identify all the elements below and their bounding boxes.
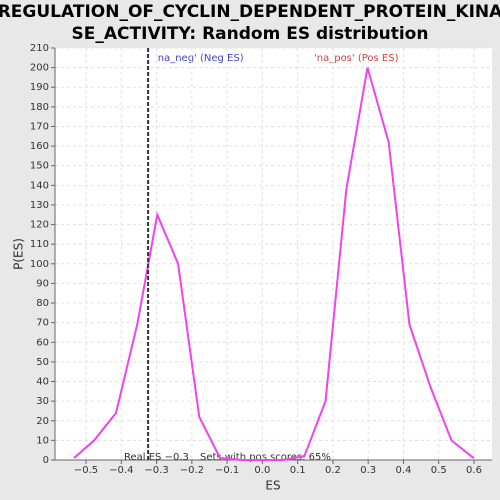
x-tick-label: 0.6: [466, 465, 482, 476]
y-tick-label: 150: [30, 161, 49, 172]
y-tick-label: 10: [36, 435, 49, 446]
x-axis-label: ES: [265, 479, 280, 493]
chart-title: SE_ACTIVITY: Random ES distribution: [72, 24, 429, 44]
x-tick-label: 0.2: [325, 465, 341, 476]
y-tick-label: 20: [36, 416, 49, 427]
x-tick-label: 0.5: [431, 465, 447, 476]
x-tick-label: −0.3: [144, 465, 168, 476]
y-tick-label: 30: [36, 396, 49, 407]
neg-label: 'na_neg' (Neg ES): [155, 53, 244, 64]
y-tick-label: 90: [36, 278, 49, 289]
pos-scores-label: Sets with pos scores: 65%: [200, 452, 331, 463]
plot-area: [55, 48, 492, 460]
y-tick-label: 80: [36, 298, 49, 309]
y-tick-label: 130: [30, 200, 49, 211]
x-tick-label: 0.3: [360, 465, 376, 476]
chart-title: REGULATION_OF_CYCLIN_DEPENDENT_PROTEIN_K…: [0, 2, 500, 22]
x-tick-label: 0.4: [396, 465, 412, 476]
y-tick-label: 50: [36, 357, 49, 368]
x-tick-label: 0.1: [290, 465, 306, 476]
y-tick-label: 120: [30, 220, 49, 231]
y-tick-label: 200: [30, 63, 49, 74]
y-tick-label: 110: [30, 239, 49, 250]
y-tick-label: 210: [30, 43, 49, 54]
y-tick-label: 190: [30, 82, 49, 93]
y-tick-label: 100: [30, 259, 49, 270]
y-tick-label: 160: [30, 141, 49, 152]
y-tick-label: 0: [43, 455, 49, 466]
y-tick-label: 180: [30, 102, 49, 113]
x-tick-label: −0.2: [180, 465, 204, 476]
line: [73, 67, 475, 461]
y-tick-label: 60: [36, 337, 49, 348]
x-tick-label: 0.0: [254, 465, 270, 476]
y-tick-label: 170: [30, 121, 49, 132]
x-tick-label: −0.4: [109, 465, 133, 476]
y-tick-label: 140: [30, 180, 49, 191]
real-es-label: Real ES −0.3: [124, 452, 189, 463]
y-tick-label: 70: [36, 318, 49, 329]
x-tick-label: −0.1: [215, 465, 239, 476]
x-tick-label: −0.5: [74, 465, 98, 476]
pos-label: 'na_pos' (Pos ES): [314, 53, 399, 64]
y-axis-label: P(ES): [12, 238, 26, 270]
y-tick-label: 40: [36, 377, 49, 388]
